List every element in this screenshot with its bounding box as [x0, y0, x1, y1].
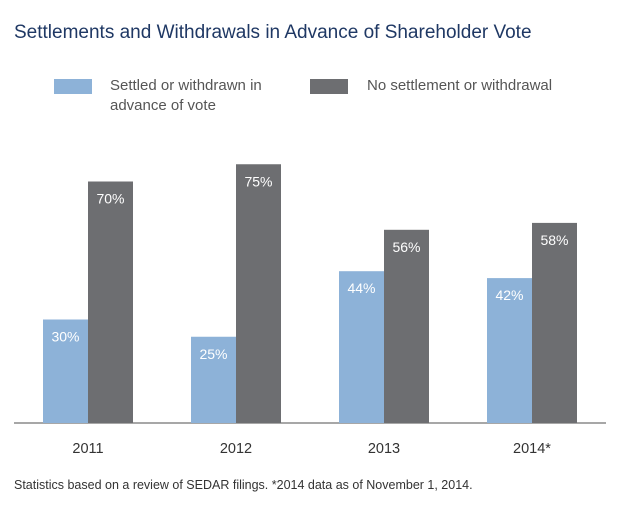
legend-swatch-settled [54, 79, 92, 94]
x-tick-label-2014: 2014* [513, 441, 551, 457]
data-label-no-settlement-2011: 70% [96, 191, 124, 207]
bar-no-settlement-2013 [384, 229, 429, 423]
legend-label-settled: Settled or withdrawn in advance of vote [110, 76, 262, 116]
data-label-settled-2014: 42% [495, 287, 523, 303]
x-tick-label-2011: 2011 [72, 441, 103, 457]
data-label-no-settlement-2013: 56% [392, 239, 420, 255]
chart-title: Settlements and Withdrawals in Advance o… [14, 22, 532, 43]
data-label-settled-2013: 44% [347, 280, 375, 296]
bar-settled-2013 [339, 271, 384, 423]
bar-no-settlement-2011 [88, 181, 133, 423]
data-label-settled-2012: 25% [199, 346, 227, 362]
x-tick-label-2013: 2013 [368, 441, 400, 457]
legend-label-no-settlement: No settlement or withdrawal [367, 77, 553, 94]
bar-settled-2012 [191, 336, 236, 423]
bar-settled-2011 [43, 319, 88, 423]
data-label-settled-2011: 30% [51, 329, 79, 345]
legend-label-settled-line1: Settled or withdrawn in [110, 77, 262, 94]
legend-swatch-no-settlement [310, 79, 348, 94]
x-tick-label-2012: 2012 [220, 441, 252, 457]
bar-no-settlement-2014 [532, 222, 577, 423]
footnote: Statistics based on a review of SEDAR fi… [14, 478, 473, 492]
bar-chart: 30% 70% 2011 25% 75% 2012 44% 56% 2013 42% 58% 2014… [14, 164, 606, 457]
bar-no-settlement-2012 [236, 164, 281, 423]
legend-label-settled-line2: advance of vote [110, 97, 216, 114]
bar-settled-2014 [487, 278, 532, 423]
data-label-no-settlement-2014: 58% [540, 232, 568, 248]
data-label-no-settlement-2012: 75% [244, 173, 272, 189]
